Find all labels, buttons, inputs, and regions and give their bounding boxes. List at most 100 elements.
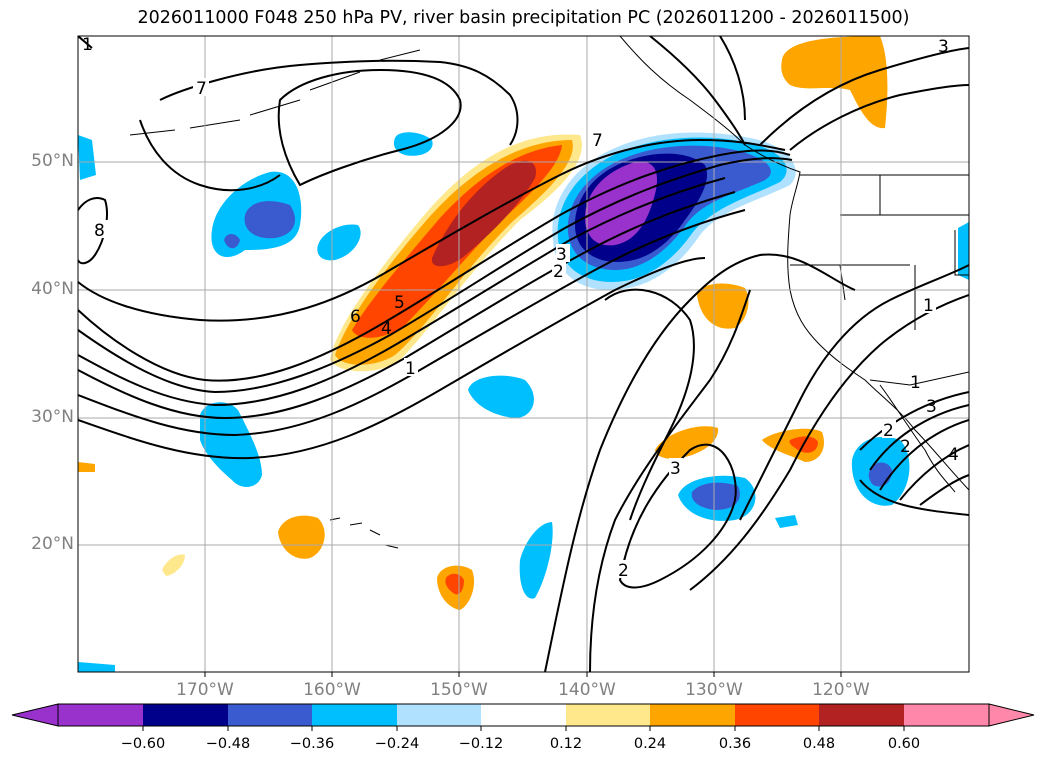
contour-label-2b: 2 [883, 421, 894, 441]
pc-negative-sub5 [519, 522, 553, 599]
contour-labels: 7 8 7 3 2 6 5 4 1 1 3 2 1 2 3 4 2 3 [82, 35, 959, 581]
pv-contour-mid-loop [604, 288, 695, 521]
colorbar-bin-6 [481, 704, 566, 726]
contour-label-7a: 7 [196, 79, 207, 99]
contour-label-5: 5 [394, 293, 405, 313]
lon-label-130w: 130°W [685, 680, 743, 700]
pv-contours [78, 36, 969, 672]
contour-label-1d: 1 [82, 35, 93, 55]
colorbar-bin-1 [58, 704, 143, 726]
colorbar-tick-label: −0.12 [458, 736, 504, 752]
pv-contour-trough3 [618, 443, 737, 589]
colorbar-extend-high [988, 703, 1035, 727]
contour-label-7b: 7 [592, 131, 603, 151]
pv-contour-1 [78, 138, 786, 322]
graticule [78, 36, 969, 672]
pv-contour-se2 [869, 404, 969, 471]
lon-label-170w: 170°W [176, 680, 234, 700]
us-state-lines [790, 175, 969, 330]
pc-negative-core-purple [585, 161, 657, 246]
colorbar-tick-label: −0.24 [374, 736, 420, 752]
pc-negative-sub2 [468, 375, 534, 418]
lat-label-50n: 50°N [31, 151, 74, 171]
pv-contour-se5 [919, 474, 969, 506]
contour-label-4: 4 [381, 319, 392, 339]
hawaii-islands [329, 517, 399, 549]
pv-contour-ne2 [789, 84, 969, 151]
pc-negative-small1 [393, 132, 433, 156]
lon-label-150w: 150°W [430, 680, 488, 700]
colorbar-bin-3 [228, 704, 312, 726]
colorbar-bin-5 [397, 704, 481, 726]
pv-contour-trough2 [589, 289, 751, 672]
contour-label-1b: 1 [923, 296, 934, 316]
colorbar-tick-label: −0.36 [289, 736, 335, 752]
pv-contour-north7 [719, 36, 746, 121]
pv-contour-3 [78, 157, 793, 394]
pv-contour-north5 [78, 36, 93, 49]
colorbar-tick-label: −0.48 [205, 736, 251, 752]
pc-negative-nw-royal2 [224, 234, 240, 249]
contour-label-1a: 1 [405, 359, 416, 379]
colorbar-bin-10 [819, 704, 904, 726]
pc-positive-west-edge [78, 462, 95, 472]
pc-positive-band-core [431, 160, 536, 267]
pv-contour-2 [78, 149, 791, 382]
pv-contour-north4 [139, 119, 281, 192]
pv-contour-7 [78, 257, 706, 460]
colorbar-bin-11 [904, 704, 989, 726]
pv-contour-east1 [739, 264, 969, 521]
colorbar-tick-label: 0.48 [802, 736, 836, 752]
north-america-coast [619, 36, 969, 491]
lon-label-140w: 140°W [558, 680, 616, 700]
pc-positive-ne [781, 36, 888, 129]
pv-contour-6 [78, 209, 746, 437]
pc-negative-south-edge [78, 662, 115, 672]
lat-label-30n: 30°N [31, 407, 74, 427]
pc-positive-mid [697, 283, 749, 329]
colorbar-bin-8 [650, 704, 735, 726]
colorbar-tick-label: 0.36 [718, 736, 752, 752]
pv-contour-4 [78, 177, 726, 407]
pv-contour-se6 [859, 479, 969, 516]
baja-coast [879, 384, 956, 493]
pv-contour-se3 [879, 419, 969, 491]
lon-label-120w: 120°W [812, 680, 870, 700]
colorbar-tick-label: 0.12 [549, 736, 583, 752]
pc-negative-west-edge [78, 135, 96, 180]
contour-label-3d: 3 [938, 37, 949, 57]
map-plot-area: 7 8 7 3 2 6 5 4 1 1 3 2 1 2 3 4 2 3 [78, 35, 969, 672]
axis-ticks [204, 672, 842, 677]
us-mexico-border [869, 371, 969, 386]
contour-label-6: 6 [350, 307, 361, 327]
pv-contour-5 [78, 191, 736, 420]
contour-label-1c: 1 [910, 373, 921, 393]
pc-positive-sub3 [278, 515, 325, 559]
map-title: 2026011000 F048 250 hPa PV, river basin … [137, 8, 910, 28]
contour-label-2c: 2 [618, 561, 629, 581]
pc-negative-nw2 [317, 224, 361, 261]
colorbar-extend-low [11, 703, 59, 727]
pc-negative-sub1 [200, 402, 262, 487]
pv-contour-ne1 [759, 47, 969, 146]
pv-contour-trough [544, 253, 856, 672]
lat-label-40n: 40°N [31, 279, 74, 299]
contour-label-2d: 2 [900, 437, 911, 457]
lat-label-20n: 20°N [31, 534, 74, 554]
pv-contour-se4 [899, 444, 969, 501]
alaska-islands [129, 49, 421, 136]
colorbar-bin-7 [566, 704, 650, 726]
colorbar-tick-label: 0.24 [633, 736, 667, 752]
pc-shading [78, 36, 969, 672]
colorbar-bin-9 [735, 704, 819, 726]
contour-label-4b: 4 [948, 445, 959, 465]
pc-negative-sub6 [775, 515, 798, 528]
map-frame [77, 35, 970, 673]
pv-contour-se1 [859, 391, 969, 451]
pv-contour-north6 [649, 36, 746, 146]
contour-label-3b: 3 [670, 459, 681, 479]
lon-label-160w: 160°W [303, 680, 361, 700]
pv-contour-north1 [159, 59, 519, 146]
pc-positive-sub5 [162, 554, 185, 576]
